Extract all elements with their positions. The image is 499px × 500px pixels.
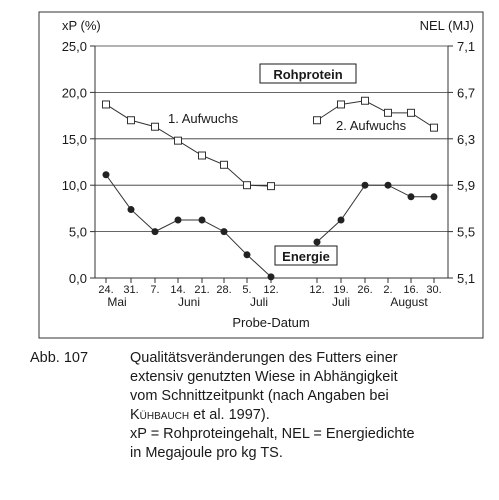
protein-data-point: [337, 100, 345, 109]
left-tick-label: 15,0: [62, 132, 87, 147]
x-day-label: 26.: [357, 284, 372, 296]
x-axis-title: Probe-Datum: [232, 315, 309, 330]
protein-box-label: Rohprotein: [273, 67, 342, 82]
protein-data-point: [430, 123, 438, 132]
energy-data-point: [220, 228, 228, 236]
y-right-label: NEL (MJ): [420, 18, 474, 33]
energy-data-point: [127, 206, 135, 214]
chart: 25,0 20,0 15,0 10,0 5,0 0,0 7,1 6,7 6,3 5,9 5,5 5,…: [38, 11, 484, 339]
protein-data-point: [243, 181, 251, 190]
caption-source: Kühbauch et al. 1997).: [130, 406, 490, 425]
left-tick-label: 25,0: [62, 39, 87, 54]
energy-data-point: [267, 273, 275, 281]
energy-box-label: Energie: [282, 249, 330, 264]
caption-legend-line: in Megajoule pro kg TS.: [130, 445, 283, 461]
x-day-label: 21.: [194, 284, 209, 296]
right-tick-label: 7,1: [457, 39, 475, 54]
left-tick-label: 0,0: [69, 271, 87, 286]
energy-data-point: [407, 193, 415, 201]
energy-box: [274, 245, 338, 266]
protein-data-point: [151, 122, 159, 131]
right-tick-labels: 7,1 6,7 6,3 5,9 5,5 5,1: [457, 39, 475, 286]
caption-author-rest: et al. 1997).: [189, 407, 270, 423]
right-tick-label: 5,9: [457, 178, 475, 193]
energy-data-point: [151, 228, 159, 236]
protein-data-point: [407, 108, 415, 117]
protein-data-point: [198, 151, 206, 160]
energy-data-point: [337, 216, 345, 224]
x-day-label: 7.: [150, 284, 159, 296]
protein-data-point: [313, 116, 321, 125]
protein-data-point: [267, 182, 275, 191]
x-month-label: Mai: [107, 295, 126, 309]
x-day-label: 5.: [242, 284, 251, 296]
x-day-label: 16.: [403, 284, 418, 296]
protein-data-point: [361, 96, 369, 105]
y-left-label: xP (%): [62, 18, 101, 33]
left-tick-labels: 25,0 20,0 15,0 10,0 5,0 0,0: [62, 39, 87, 286]
x-day-label: 14.: [170, 284, 185, 296]
right-tick-label: 6,7: [457, 85, 475, 100]
x-month-label: Juli: [250, 295, 268, 309]
left-tick-label: 20,0: [62, 85, 87, 100]
x-day-label: 12.: [309, 284, 324, 296]
x-day-label: 24.: [98, 284, 113, 296]
x-day-labels: 24. 31. 7. 14. 21. 28. 5. 12. 12. 19. 26. 2. 16. 30.: [98, 284, 441, 296]
x-month-label: Juni: [178, 295, 200, 309]
energy-data-point: [243, 251, 251, 259]
x-day-label: 31.: [123, 284, 138, 296]
energy-data-point: [174, 216, 182, 224]
x-day-label: 19.: [333, 284, 348, 296]
caption-line: vom Schnittzeitpunkt (nach Angaben bei: [130, 388, 389, 404]
protein-data-point: [102, 100, 110, 109]
energy-series-line: [105, 174, 272, 278]
protein-data-point: [384, 108, 392, 117]
protein-data-point: [127, 116, 135, 125]
x-day-label: 28.: [216, 284, 231, 296]
series-layer: [102, 96, 438, 281]
series-label-1: 1. Aufwuchs: [168, 111, 239, 126]
figure-number: Abb. 107: [30, 350, 89, 366]
x-month-labels: Mai Juni Juli Juli August: [107, 295, 428, 309]
x-day-label: 2.: [383, 284, 392, 296]
chart-frame: [38, 11, 484, 339]
energy-data-point: [198, 216, 206, 224]
energy-data-point: [430, 193, 438, 201]
x-day-label: 12.: [263, 284, 278, 296]
energy-data-point: [102, 171, 110, 179]
protein-data-point: [220, 160, 228, 169]
x-month-label: Juli: [332, 295, 350, 309]
energy-data-point: [384, 181, 392, 189]
x-day-label: 30.: [426, 284, 441, 296]
caption-body: Qualitätsveränderungen des Futters einer…: [130, 349, 490, 463]
left-tick-label: 10,0: [62, 178, 87, 193]
right-tick-label: 6,3: [457, 132, 475, 147]
left-tick-label: 5,0: [69, 225, 87, 240]
energy-data-point: [361, 181, 369, 189]
energy-data-point: [313, 238, 321, 246]
right-tick-label: 5,1: [457, 271, 475, 286]
energy-series-line: [316, 184, 434, 243]
caption-legend-line: xP = Rohproteingehalt, NEL = Energiedich…: [130, 426, 415, 442]
protein-box: [259, 63, 357, 84]
caption-line: Qualitätsveränderungen des Futters einer: [130, 350, 398, 366]
caption-line: extensiv genutzten Wiese in Abhängigkeit: [130, 369, 398, 385]
right-tick-label: 5,5: [457, 225, 475, 240]
caption-author: Kühbauch: [130, 407, 190, 423]
x-month-label: August: [390, 295, 428, 309]
series-label-2: 2. Aufwuchs: [336, 118, 407, 133]
protein-data-point: [174, 136, 182, 145]
axis-ticks: [90, 45, 453, 283]
